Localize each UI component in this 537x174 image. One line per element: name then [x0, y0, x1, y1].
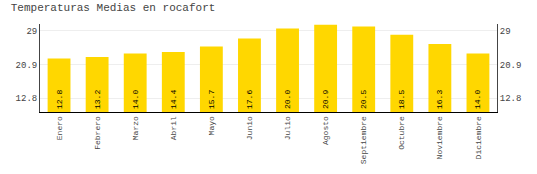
svg-text:Enero: Enero	[55, 116, 64, 140]
svg-text:16.3: 16.3	[435, 90, 444, 109]
svg-text:17.6: 17.6	[245, 90, 254, 109]
svg-text:29: 29	[500, 27, 511, 37]
svg-text:Noviembre: Noviembre	[435, 116, 444, 159]
svg-text:Febrero: Febrero	[93, 116, 102, 150]
svg-text:Abril: Abril	[169, 116, 178, 140]
svg-text:20.5: 20.5	[359, 90, 368, 109]
svg-text:14.0: 14.0	[473, 90, 482, 109]
svg-text:18.5: 18.5	[397, 90, 406, 109]
svg-text:20.9: 20.9	[500, 61, 522, 71]
svg-text:Septiembre: Septiembre	[359, 116, 368, 164]
svg-text:15.7: 15.7	[207, 90, 216, 109]
svg-text:12.8: 12.8	[55, 90, 64, 109]
svg-text:14.4: 14.4	[169, 90, 178, 109]
svg-text:Agosto: Agosto	[321, 116, 330, 145]
svg-text:13.2: 13.2	[93, 90, 102, 109]
svg-text:Junio: Junio	[245, 116, 254, 140]
svg-text:20.9: 20.9	[16, 61, 38, 71]
svg-text:Temperaturas Medias en rocafor: Temperaturas Medias en rocafort	[11, 2, 216, 14]
svg-text:29: 29	[26, 27, 37, 37]
svg-text:Marzo: Marzo	[131, 116, 140, 140]
svg-text:12.8: 12.8	[500, 94, 522, 104]
svg-text:14.0: 14.0	[131, 90, 140, 109]
svg-text:Mayo: Mayo	[207, 116, 216, 135]
svg-text:20.0: 20.0	[283, 90, 292, 109]
svg-text:Julio: Julio	[283, 116, 292, 140]
svg-text:12.8: 12.8	[16, 94, 38, 104]
svg-text:20.9: 20.9	[321, 90, 330, 109]
svg-text:Diciembre: Diciembre	[474, 116, 483, 159]
svg-text:Octubre: Octubre	[397, 116, 406, 150]
